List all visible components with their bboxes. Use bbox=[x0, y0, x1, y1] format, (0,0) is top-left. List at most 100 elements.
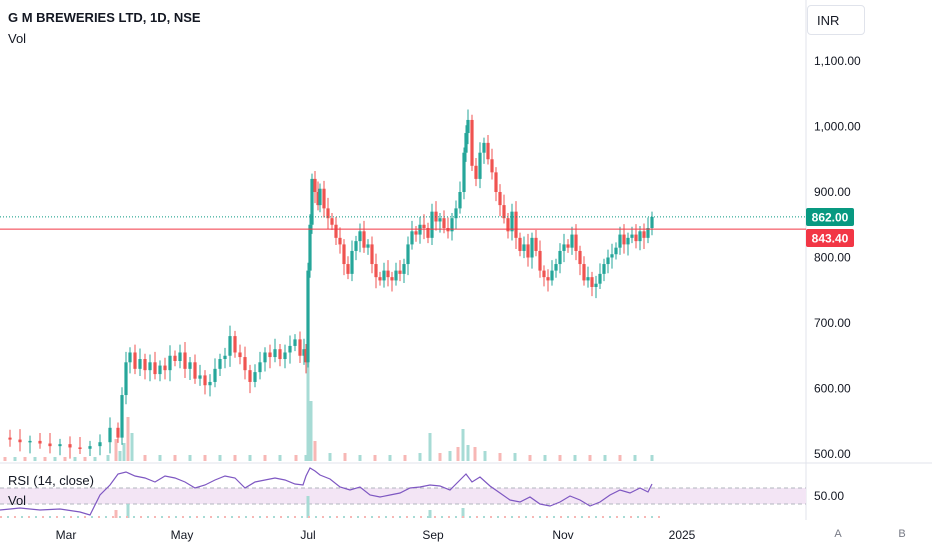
candle-body bbox=[310, 178, 314, 225]
rsi-legend[interactable]: RSI (14, close) bbox=[8, 473, 94, 488]
rsi-volume-tick bbox=[245, 516, 247, 518]
candle-body bbox=[630, 234, 634, 238]
symbol-title[interactable]: G M BREWERIES LTD, 1D, NSE bbox=[8, 10, 201, 25]
candle-body bbox=[326, 208, 330, 219]
rsi-volume-tick bbox=[133, 516, 135, 518]
volume-bar bbox=[143, 455, 147, 461]
candle-body bbox=[470, 119, 474, 166]
last-price-badge: 862.00 bbox=[812, 211, 849, 225]
rsi-volume-tick bbox=[70, 516, 72, 518]
rsi-volume-tick bbox=[168, 516, 170, 518]
rsi-volume-legend[interactable]: Vol bbox=[8, 493, 27, 508]
candle-body bbox=[163, 365, 167, 371]
rsi-volume-tick bbox=[504, 516, 506, 518]
rsi-volume-tick bbox=[595, 516, 597, 518]
time-tick-label: Nov bbox=[552, 528, 573, 542]
rsi-volume-bar bbox=[126, 504, 130, 518]
rsi-volume-tick bbox=[476, 516, 478, 518]
rsi-volume-tick bbox=[602, 516, 604, 518]
last-price-badge-bg bbox=[806, 208, 854, 226]
candle-body bbox=[558, 250, 562, 265]
volume-bar bbox=[513, 453, 517, 461]
candle-body bbox=[158, 365, 162, 375]
rsi-volume-tick bbox=[588, 516, 590, 518]
currency-button[interactable]: INR bbox=[807, 5, 865, 35]
time-axis[interactable]: Mar May Jul Sep Nov 2025 bbox=[56, 528, 696, 542]
rsi-volume-tick bbox=[469, 516, 471, 518]
candle-body bbox=[462, 152, 466, 192]
candle-body bbox=[248, 370, 252, 382]
rsi-volume-tick bbox=[301, 516, 303, 518]
price-badges: 862.00 843.40 50.00 bbox=[806, 208, 854, 503]
candle-body bbox=[646, 228, 650, 238]
rsi-volume-tick bbox=[49, 516, 51, 518]
rsi-volume-tick bbox=[343, 516, 345, 518]
rsi-volume-tick bbox=[336, 516, 338, 518]
rsi-volume-bar bbox=[114, 510, 118, 518]
rsi-volume-tick bbox=[329, 516, 331, 518]
candle-body bbox=[550, 270, 554, 281]
candle-body bbox=[426, 228, 430, 238]
volume-bar bbox=[461, 429, 465, 461]
rsi-volume-tick bbox=[231, 516, 233, 518]
auto-scale-button[interactable]: A bbox=[834, 528, 842, 540]
rsi-volume-tick bbox=[63, 516, 65, 518]
candle-body bbox=[128, 352, 132, 363]
volume-bar bbox=[122, 443, 126, 461]
rsi-volume-tick bbox=[511, 516, 513, 518]
rsi-volume-tick bbox=[287, 516, 289, 518]
candle-body bbox=[482, 142, 486, 153]
rsi-volume-tick bbox=[455, 516, 457, 518]
rsi-volume-tick bbox=[7, 516, 9, 518]
ref-price-badge-bg bbox=[806, 229, 854, 247]
rsi-volume-tick bbox=[518, 516, 520, 518]
candle-body bbox=[506, 218, 510, 232]
candle-body bbox=[498, 192, 502, 206]
candle-body bbox=[522, 244, 526, 251]
candle-body bbox=[143, 359, 147, 371]
rsi-volume-bar bbox=[306, 496, 310, 518]
volume-bar bbox=[173, 455, 177, 461]
candle-body bbox=[268, 352, 272, 358]
volume-bar bbox=[13, 457, 17, 461]
candle-body bbox=[350, 250, 354, 274]
rsi-volume-tick bbox=[91, 516, 93, 518]
rsi-volume-tick bbox=[77, 516, 79, 518]
price-axis[interactable]: 1,100.00 1,000.00 900.00 800.00 700.00 600.00… bbox=[814, 54, 861, 461]
candle-body bbox=[88, 446, 92, 449]
rsi-volume-tick bbox=[609, 516, 611, 518]
rsi-volume-tick bbox=[0, 516, 2, 518]
candle-body bbox=[442, 218, 446, 229]
candle-body bbox=[474, 165, 478, 179]
rsi-volume-tick bbox=[252, 516, 254, 518]
price-tick-label: 1,000.00 bbox=[814, 120, 861, 134]
candle-body bbox=[518, 237, 522, 251]
b-button[interactable]: B bbox=[898, 528, 906, 540]
candle-body bbox=[293, 339, 297, 346]
rsi-volume-bar bbox=[428, 510, 432, 518]
rsi-volume-tick bbox=[308, 516, 310, 518]
volume-bar bbox=[106, 455, 110, 461]
candle-body bbox=[38, 440, 42, 444]
rsi-volume-tick bbox=[203, 516, 205, 518]
volume-bar bbox=[33, 457, 37, 461]
rsi-volume-tick bbox=[238, 516, 240, 518]
candle-body bbox=[263, 352, 267, 363]
candles bbox=[8, 109, 654, 459]
rsi-volume-tick bbox=[406, 516, 408, 518]
candle-body bbox=[362, 231, 366, 248]
volume-bar bbox=[118, 451, 122, 461]
rsi-volume-tick bbox=[35, 516, 37, 518]
candle-body bbox=[478, 152, 482, 179]
candle-body bbox=[642, 231, 646, 238]
candle-body bbox=[183, 352, 187, 369]
rsi-volume-tick bbox=[581, 516, 583, 518]
volume-bar bbox=[603, 455, 607, 461]
candle-body bbox=[228, 336, 232, 356]
volume-bar bbox=[483, 451, 487, 461]
volume-legend[interactable]: Vol bbox=[8, 31, 27, 46]
candle-body bbox=[374, 264, 378, 278]
candle-body bbox=[223, 355, 227, 360]
rsi-volume-tick bbox=[553, 516, 555, 518]
